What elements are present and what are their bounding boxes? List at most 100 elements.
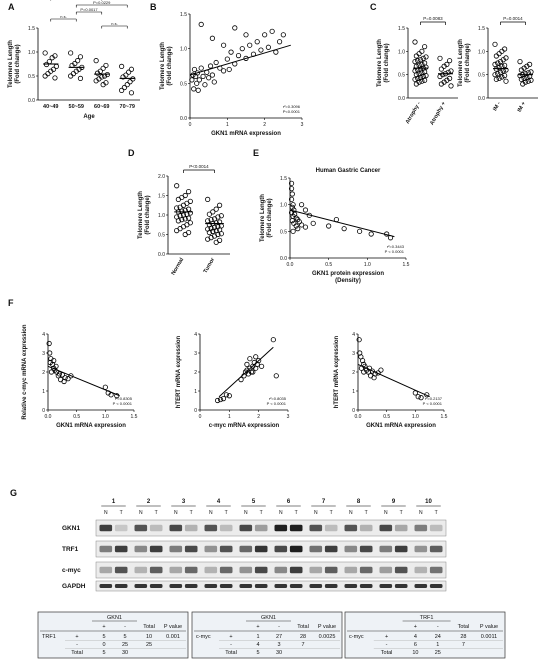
data-point (213, 206, 219, 212)
x-tick-label: 1.5 (131, 414, 138, 420)
y-axis-label: (Fold change) (384, 43, 390, 82)
y-tick-label: 0 (194, 408, 197, 414)
data-point (437, 73, 443, 80)
data-point (232, 25, 238, 31)
blot-band (394, 545, 408, 553)
blot-band (169, 566, 183, 574)
y-axis-label: Telomere Length (160, 42, 166, 90)
y-axis-label: Telomere Length (260, 194, 266, 242)
data-point (200, 73, 206, 80)
x-tick-label: 50~59 (69, 104, 84, 110)
lane-t-label: T (225, 510, 228, 516)
x-axis-label: GKN1 mRNA expression (211, 131, 281, 137)
data-point (128, 90, 135, 96)
blot-band (204, 566, 218, 574)
y-tick-label: 1.5 (28, 26, 35, 32)
x-tick-label: 0.0 (355, 414, 362, 420)
data-point (492, 41, 498, 47)
lane-number: 3 (182, 499, 186, 505)
data-point (127, 79, 133, 85)
data-point (293, 215, 299, 221)
regression-line (47, 365, 120, 397)
data-point (65, 376, 71, 382)
stat-annotation: P < 0.0001 (113, 401, 133, 406)
y-tick-label: 0.0 (478, 96, 485, 102)
table-cell: 28 (460, 634, 466, 640)
x-axis-label: Age (83, 114, 95, 120)
data-point (124, 82, 130, 88)
blot-strip (95, 561, 447, 579)
table-cell: 10 (146, 634, 152, 640)
data-point (228, 49, 234, 55)
table-cell: TRF1 (42, 634, 56, 640)
data-point (418, 395, 424, 401)
data-point (244, 361, 250, 367)
table-cell: 6 (414, 642, 417, 648)
blot-band (169, 545, 183, 553)
data-point (248, 369, 254, 375)
blot-band (114, 566, 128, 574)
data-point (356, 228, 363, 234)
data-point (119, 87, 125, 94)
data-point (93, 58, 99, 64)
y-axis-label: (Fold change) (15, 44, 21, 83)
blot-band (429, 524, 443, 532)
x-tick-label: 3 (287, 414, 290, 420)
y-tick-label: 1.5 (478, 26, 485, 32)
data-point (298, 222, 305, 228)
table-cell: 3 (277, 642, 280, 648)
data-point (295, 226, 301, 232)
y-tick-label: 2 (194, 370, 197, 376)
table-col-header: + (256, 624, 259, 630)
blot-band (289, 566, 303, 574)
data-point (419, 78, 425, 84)
data-point (437, 55, 443, 61)
data-point (48, 369, 55, 375)
y-axis-label: (Fold change) (167, 46, 173, 85)
data-point (174, 228, 180, 234)
blot-band (114, 584, 128, 588)
table-cell: 1 (436, 642, 439, 648)
x-tick-label: 40~49 (43, 104, 58, 110)
table-cell: 7 (462, 642, 465, 648)
data-point (205, 236, 211, 242)
data-point (496, 75, 502, 82)
data-point (293, 223, 299, 229)
lane-number: 6 (287, 499, 291, 505)
y-tick-label: 3 (194, 351, 197, 357)
panel-label-g: G (10, 488, 17, 498)
table-col-header: - (278, 624, 280, 630)
table-cell: 0 (102, 642, 105, 648)
data-point (265, 44, 271, 50)
y-tick-label: 2 (352, 370, 355, 376)
y-tick-label: 1.0 (478, 49, 485, 55)
x-tick-label: 0.0 (45, 414, 52, 420)
blot-band (239, 545, 253, 553)
x-tick-label: Tumor (203, 256, 217, 274)
data-point (77, 54, 84, 60)
blot-band (414, 584, 428, 588)
data-point (206, 229, 212, 236)
blot-band (324, 524, 338, 532)
y-tick-label: 0.0 (180, 116, 187, 122)
data-point (189, 77, 195, 83)
panel-label-e: E (253, 148, 259, 158)
blot-band (204, 524, 218, 532)
data-point (518, 67, 524, 73)
data-point (499, 48, 505, 54)
blot-row-label: c-myc (62, 567, 81, 574)
data-point (42, 73, 48, 79)
x-tick-label: 1.0 (412, 414, 419, 420)
panel-label-d: D (128, 148, 135, 158)
x-tick-label: Atrophy + (429, 101, 447, 126)
data-point (368, 231, 374, 237)
stat-annotation: P < 0.0001 (267, 401, 287, 406)
table-col-header: - (124, 624, 126, 630)
data-point (175, 196, 181, 202)
data-point (412, 58, 418, 65)
data-point (210, 209, 216, 215)
chart-f1: 0 1 2 3 4 Relative c-myc mRNA expression 0.0 0.… (22, 324, 138, 429)
data-point (496, 65, 502, 71)
stat-annotation: r²=0.8305 (115, 396, 133, 401)
